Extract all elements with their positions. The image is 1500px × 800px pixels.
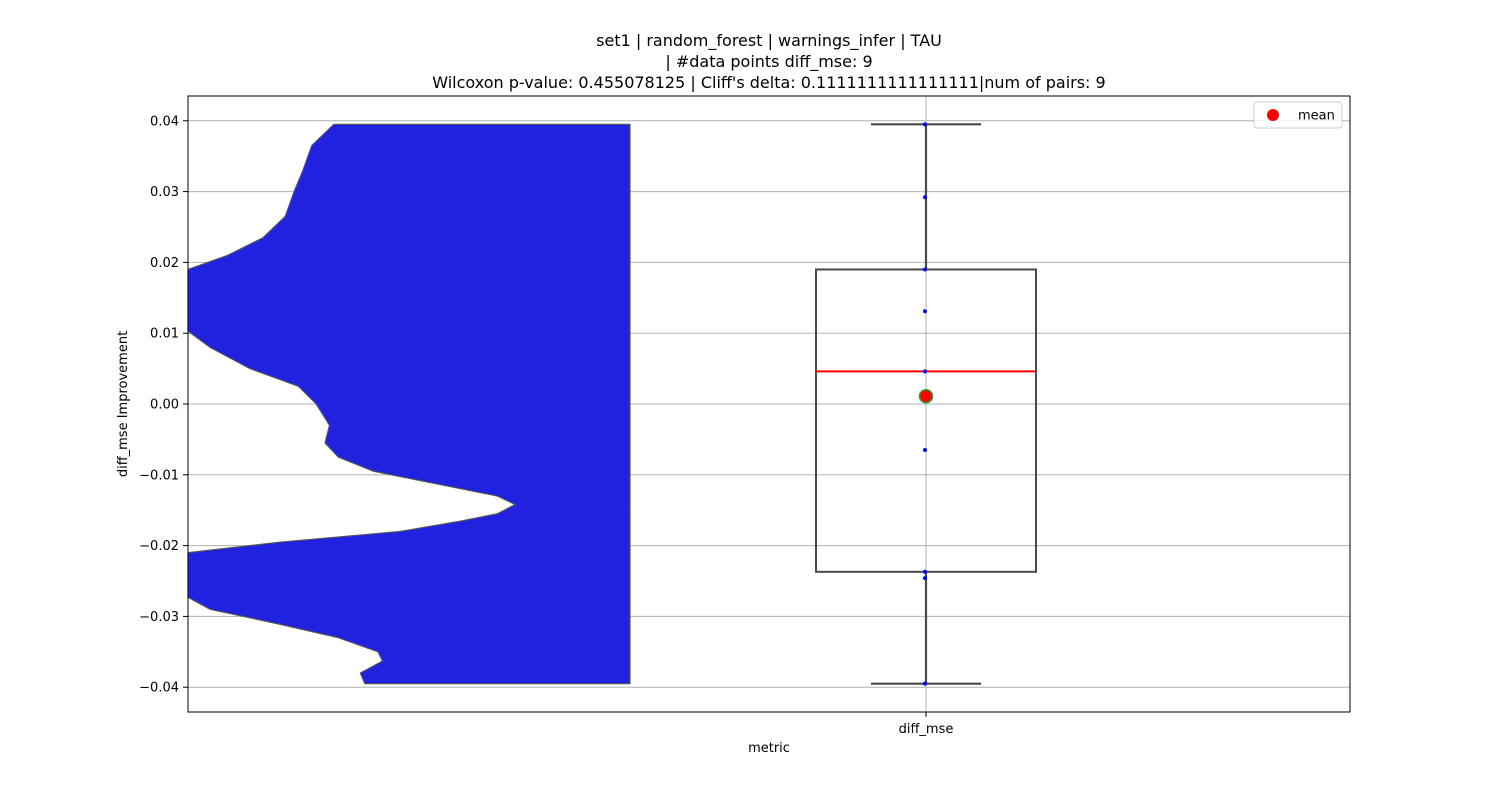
data-point — [923, 448, 927, 453]
y-axis-label: diff_mse Improvement — [116, 331, 131, 477]
data-point — [923, 576, 927, 581]
y-tick-label: 0.03 — [150, 185, 179, 200]
chart-title-line-2: | #data points diff_mse: 9 — [665, 52, 872, 72]
data-point — [923, 569, 927, 574]
y-tick-label: 0.04 — [150, 114, 179, 129]
y-tick-label: 0.00 — [150, 398, 179, 413]
y-tick-label: −0.01 — [139, 468, 179, 483]
data-point — [923, 309, 927, 314]
y-tick-label: −0.04 — [139, 681, 179, 696]
mean-marker — [918, 388, 934, 404]
chart-title-line-1: set1 | random_forest | warnings_infer | … — [596, 31, 942, 51]
y-tick-label: −0.02 — [139, 539, 179, 554]
data-point — [923, 195, 927, 200]
chart-title-line-3: Wilcoxon p-value: 0.455078125 | Cliff's … — [432, 73, 1105, 92]
legend-box — [1253, 101, 1343, 129]
data-points-layer — [923, 122, 927, 686]
legend-mean-marker — [1267, 109, 1279, 121]
y-tick-label: −0.03 — [139, 610, 179, 625]
legend[interactable]: mean — [1253, 101, 1343, 129]
y-tick-label: 0.02 — [150, 256, 179, 271]
chart-title: set1 | random_forest | warnings_infer | … — [432, 31, 1105, 92]
data-point — [923, 267, 927, 272]
data-point — [923, 369, 927, 374]
violin-layer — [187, 123, 631, 685]
x-tick-label: diff_mse — [899, 722, 954, 737]
y-tick-label: 0.01 — [150, 327, 179, 342]
data-point — [923, 122, 927, 127]
y-axis-ticks: −0.04 −0.03 −0.02 −0.01 0.00 0.01 0.02 0.03 0.04 — [139, 114, 188, 696]
legend-label-mean: mean — [1298, 109, 1335, 124]
x-axis-label: metric — [748, 741, 790, 756]
violin-body — [187, 123, 631, 685]
x-axis-ticks: diff_mse — [899, 712, 954, 737]
data-point — [923, 681, 927, 686]
